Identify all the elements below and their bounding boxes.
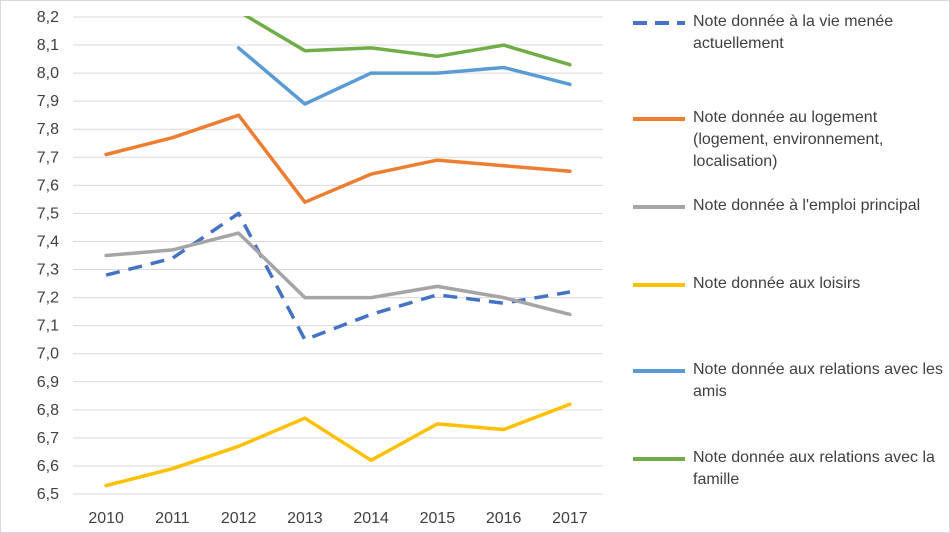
legend-label: Note donnée à l'emploi principal: [693, 197, 921, 214]
legend-label: Note donnée aux relations avec les amis: [693, 361, 943, 400]
y-tick-label: 6,9: [37, 374, 59, 391]
y-tick-label: 7,7: [37, 149, 59, 166]
series-line-5: [236, 46, 572, 106]
x-tick-label: 2015: [420, 510, 456, 527]
y-tick-label: 6,8: [37, 402, 59, 419]
y-tick-label: 6,5: [37, 486, 59, 503]
y-tick-label: 7,1: [37, 318, 59, 335]
y-tick-label: 7,4: [37, 233, 59, 250]
y-tick-label: 7,2: [37, 290, 59, 307]
x-tick-label: 2011: [155, 510, 190, 527]
y-tick-label: 6,7: [37, 430, 59, 447]
legend-label: Note donnée à la vie menée actuellement: [693, 13, 894, 52]
x-tick-label: 2010: [88, 510, 124, 527]
y-tick-label: 7,8: [37, 121, 59, 138]
x-tick-label: 2014: [353, 510, 389, 527]
x-tick-label: 2017: [552, 510, 588, 527]
series-line-6: [242, 16, 572, 67]
y-tick-label: 7,0: [37, 346, 59, 363]
legend-swatch: [633, 117, 685, 121]
series-line-2: [104, 113, 572, 204]
x-tick-label: 2013: [287, 510, 323, 527]
series-line-4: [104, 402, 572, 488]
series-line-3: [104, 231, 572, 317]
y-tick-label: 8,0: [37, 65, 59, 82]
legend-label: Note donnée aux loisirs: [693, 275, 861, 292]
series-line-1: [105, 211, 571, 342]
legend-label: Note donnée au logement (logement, envir…: [693, 109, 884, 170]
legend-swatch: [633, 21, 685, 25]
x-tick-label: 2016: [486, 510, 522, 527]
y-tick-label: 7,9: [37, 93, 59, 110]
legend-swatch: [633, 283, 685, 287]
y-tick-label: 8,1: [37, 37, 59, 54]
y-tick-label: 6,6: [37, 458, 59, 475]
x-tick-label: 2012: [221, 510, 257, 527]
legend-label: Note donnée aux relations avec la famill…: [693, 449, 935, 488]
y-tick-label: 7,5: [37, 205, 59, 222]
y-tick-label: 8,2: [37, 9, 59, 26]
legend-swatch: [633, 369, 685, 373]
y-tick-label: 7,6: [37, 177, 59, 194]
legend-swatch: [633, 457, 685, 461]
y-tick-label: 7,3: [37, 262, 59, 279]
legend-swatch: [633, 205, 685, 209]
